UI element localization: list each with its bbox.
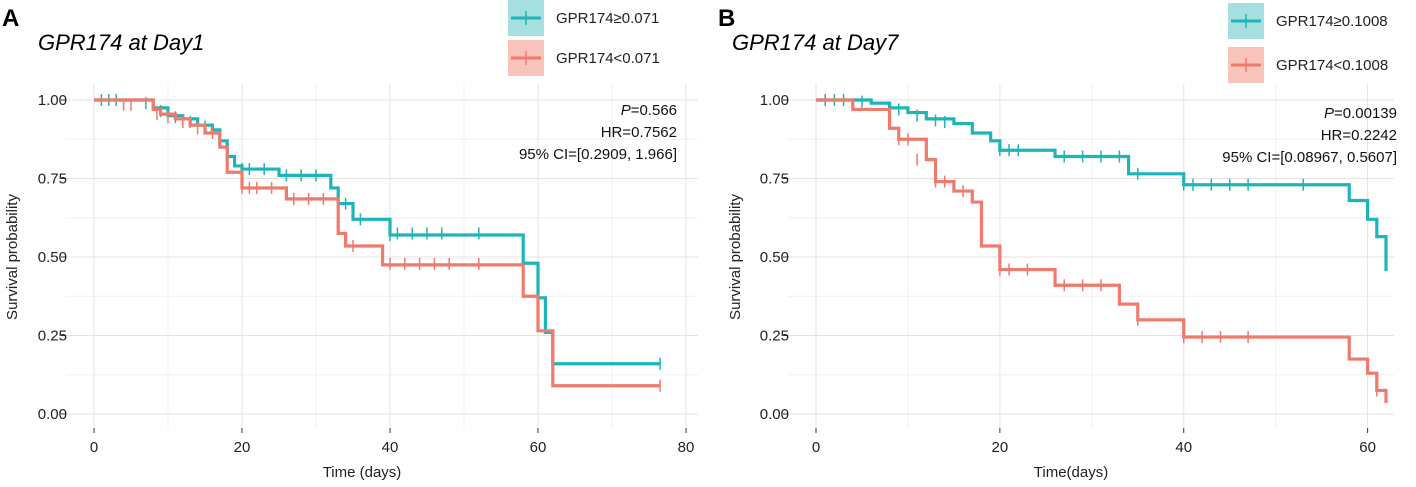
legend-label-low: GPR174<0.071 [556, 50, 660, 67]
legend-item-low: GPR174<0.1008 [1228, 47, 1388, 83]
y-axis-label: Survival probability [4, 194, 21, 320]
panel-letter: A [2, 5, 19, 32]
x-tick-label: 20 [992, 439, 1009, 456]
y-tick-label: 1.00 [38, 92, 67, 109]
y-tick-label: 0.25 [760, 328, 789, 345]
y-tick-label: 0.25 [38, 328, 67, 345]
x-tick-label: 60 [530, 439, 547, 456]
y-tick-label: 0.00 [760, 406, 789, 423]
confidence-interval-label: 95% CI=[0.2909, 1.966] [519, 146, 677, 163]
chart-title: GPR174 at Day7 [732, 30, 899, 55]
p-value-symbol: P [621, 102, 631, 119]
legend-item-low: GPR174<0.071 [508, 40, 660, 76]
survival-curve-low [94, 98, 661, 388]
x-tick-label: 20 [234, 439, 251, 456]
hazard-ratio-label: HR=0.7562 [601, 124, 677, 141]
hazard-ratio-label: HR=0.2242 [1321, 127, 1397, 144]
legend-label-high: GPR174≥0.071 [556, 10, 659, 27]
panel-letter: B [718, 5, 735, 32]
y-axis-label: Survival probability [727, 194, 744, 320]
x-axis-label: Time(days) [1034, 464, 1108, 481]
x-axis-label: Time (days) [323, 464, 402, 481]
x-tick-label: 0 [812, 439, 820, 456]
legend-item-high: GPR174≥0.071 [508, 0, 659, 36]
y-tick-label: 1.00 [760, 92, 789, 109]
y-tick-label: 0.50 [38, 249, 67, 266]
x-tick-label: 60 [1359, 439, 1376, 456]
confidence-interval-label: 95% CI=[0.08967, 0.5607] [1222, 149, 1397, 166]
p-value-label: P=0.00139 [1324, 105, 1397, 122]
p-value: =0.00139 [1334, 105, 1397, 122]
y-tick-label: 0.50 [760, 249, 789, 266]
survival-curve-high [816, 98, 1388, 272]
panel-a: 0 20 40 60 80 0.00 0.25 0.50 0.75 1.00 A GPR174 at … [2, 0, 698, 481]
x-tick-label: 0 [90, 439, 98, 456]
legend-label-low: GPR174<0.1008 [1276, 57, 1388, 74]
chart-title: GPR174 at Day1 [38, 30, 204, 55]
p-value-label: P=0.566 [621, 102, 677, 119]
x-tick-label: 40 [1175, 439, 1192, 456]
x-tick-label: 80 [678, 439, 695, 456]
p-value: =0.566 [631, 102, 677, 119]
x-tick-label: 40 [382, 439, 399, 456]
legend-item-high: GPR174≥0.1008 [1228, 3, 1388, 39]
y-tick-label: 0.00 [38, 406, 67, 423]
p-value-symbol: P [1324, 105, 1334, 122]
legend-label-high: GPR174≥0.1008 [1276, 13, 1388, 30]
y-tick-label: 0.75 [38, 171, 67, 188]
plot-area [788, 84, 1394, 428]
y-tick-label: 0.75 [760, 171, 789, 188]
